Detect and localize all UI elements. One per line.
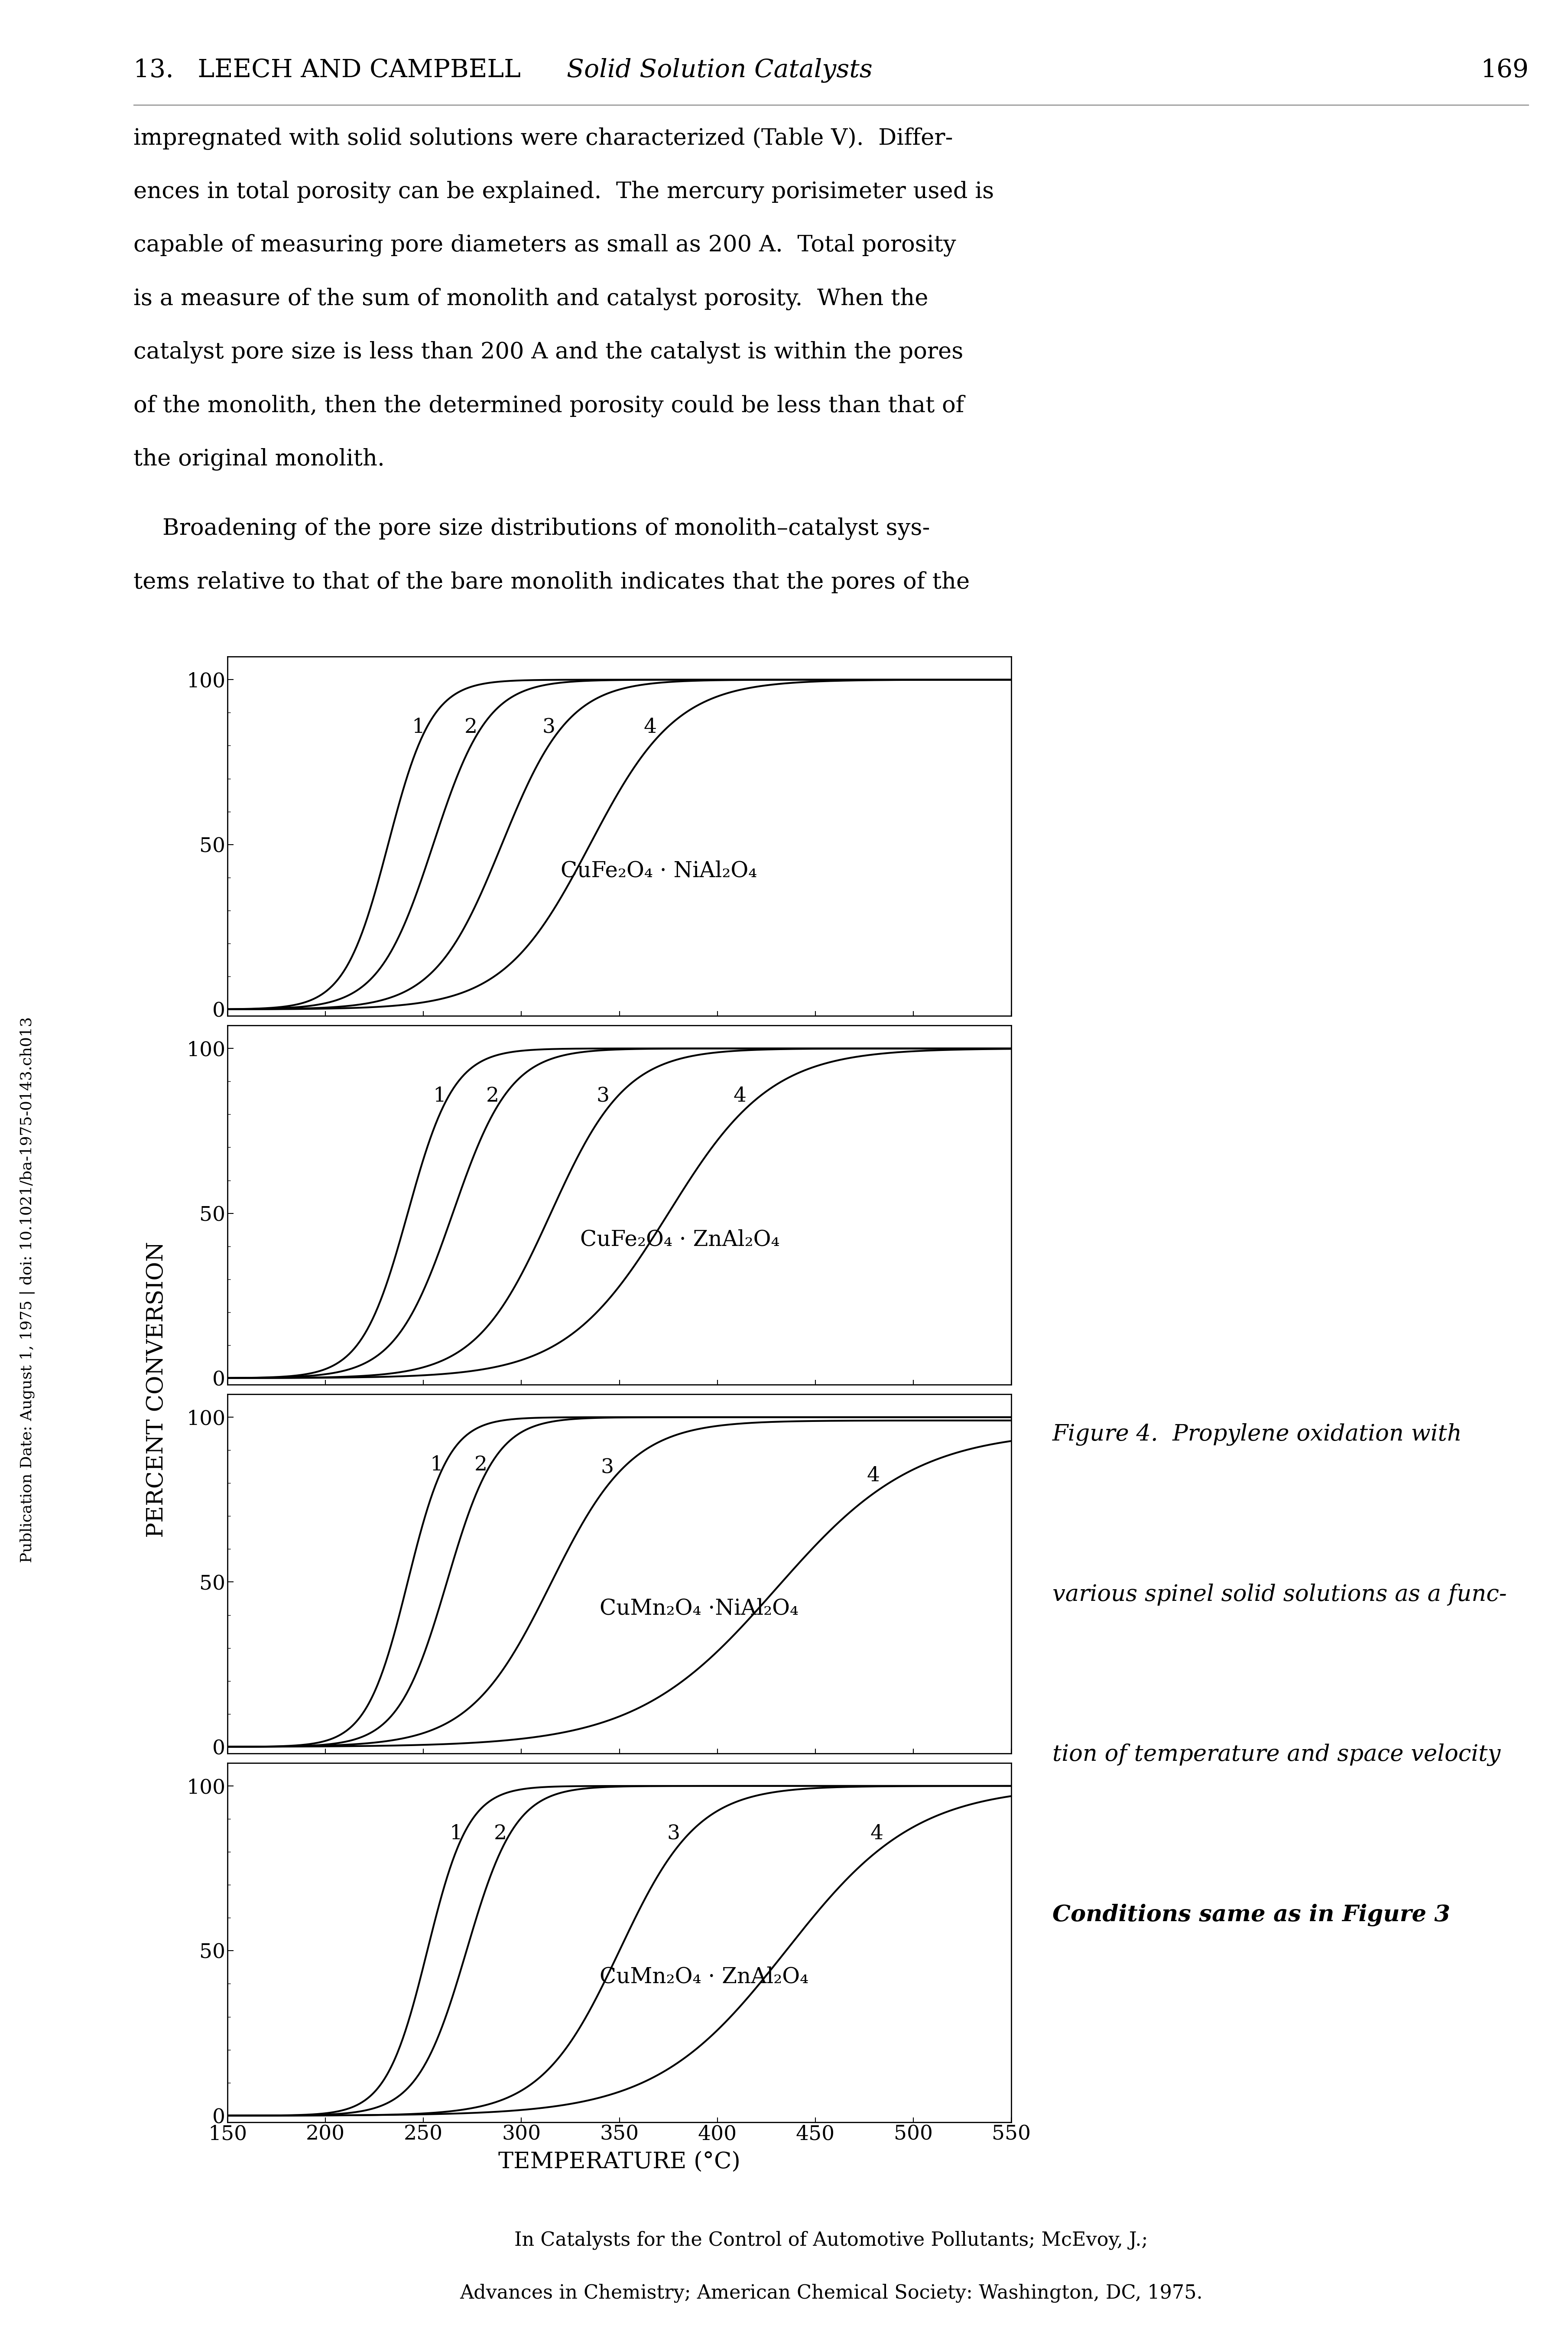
X-axis label: TEMPERATURE (°C): TEMPERATURE (°C) (499, 2150, 740, 2174)
Text: 1: 1 (450, 1824, 463, 1843)
Text: 3: 3 (666, 1824, 681, 1843)
Text: 1: 1 (412, 718, 425, 736)
Text: Solid Solution Catalysts: Solid Solution Catalysts (566, 59, 872, 82)
Text: 4: 4 (867, 1466, 880, 1484)
Text: tems relative to that of the bare monolith indicates that the pores of the: tems relative to that of the bare monoli… (133, 572, 969, 593)
Text: 2: 2 (474, 1456, 488, 1475)
Text: is a measure of the sum of monolith and catalyst porosity.  When the: is a measure of the sum of monolith and … (133, 288, 928, 310)
Text: PERCENT CONVERSION: PERCENT CONVERSION (146, 1241, 168, 1538)
Text: impregnated with solid solutions were characterized (Table V).  Differ-: impregnated with solid solutions were ch… (133, 127, 953, 150)
Text: the original monolith.: the original monolith. (133, 448, 384, 471)
Text: 4: 4 (870, 1824, 883, 1843)
Text: In Catalysts for the Control of Automotive Pollutants; McEvoy, J.;: In Catalysts for the Control of Automoti… (514, 2230, 1148, 2249)
Text: 2: 2 (486, 1086, 499, 1107)
Text: catalyst pore size is less than 200 A and the catalyst is within the pores: catalyst pore size is less than 200 A an… (133, 340, 963, 363)
Text: 3: 3 (596, 1086, 610, 1107)
Text: various spinel solid solutions as a func-: various spinel solid solutions as a func… (1052, 1583, 1507, 1606)
Text: tion of temperature and space velocity: tion of temperature and space velocity (1052, 1745, 1501, 1766)
Text: 4: 4 (734, 1086, 746, 1107)
Text: Figure 4.  Propylene oxidation with: Figure 4. Propylene oxidation with (1052, 1423, 1463, 1447)
Text: 4: 4 (644, 718, 657, 736)
Text: 3: 3 (543, 718, 555, 736)
Text: of the monolith, then the determined porosity could be less than that of: of the monolith, then the determined por… (133, 394, 964, 417)
Text: 1: 1 (433, 1086, 447, 1107)
Text: 169: 169 (1480, 59, 1529, 82)
Text: ences in total porosity can be explained.  The mercury porisimeter used is: ences in total porosity can be explained… (133, 181, 994, 204)
Text: CuFe₂O₄ · NiAl₂O₄: CuFe₂O₄ · NiAl₂O₄ (561, 861, 757, 882)
Text: Broadening of the pore size distributions of monolith–catalyst sys-: Broadening of the pore size distribution… (133, 518, 930, 539)
Text: Publication Date: August 1, 1975 | doi: 10.1021/ba-1975-0143.ch013: Publication Date: August 1, 1975 | doi: … (20, 1018, 34, 1562)
Text: 2: 2 (494, 1824, 506, 1843)
Text: 3: 3 (601, 1459, 615, 1477)
Text: CuFe₂O₄ · ZnAl₂O₄: CuFe₂O₄ · ZnAl₂O₄ (580, 1229, 779, 1250)
Text: CuMn₂O₄ ·NiAl₂O₄: CuMn₂O₄ ·NiAl₂O₄ (599, 1597, 798, 1618)
Text: 2: 2 (464, 718, 477, 736)
Text: capable of measuring pore diameters as small as 200 A.  Total porosity: capable of measuring pore diameters as s… (133, 234, 956, 256)
Text: Conditions same as in Figure 3: Conditions same as in Figure 3 (1052, 1904, 1450, 1925)
Text: Advances in Chemistry; American Chemical Society: Washington, DC, 1975.: Advances in Chemistry; American Chemical… (459, 2284, 1203, 2303)
Text: 1: 1 (430, 1456, 442, 1475)
Text: CuMn₂O₄ · ZnAl₂O₄: CuMn₂O₄ · ZnAl₂O₄ (599, 1967, 809, 1989)
Text: 13.   LEECH AND CAMPBELL: 13. LEECH AND CAMPBELL (133, 59, 521, 82)
